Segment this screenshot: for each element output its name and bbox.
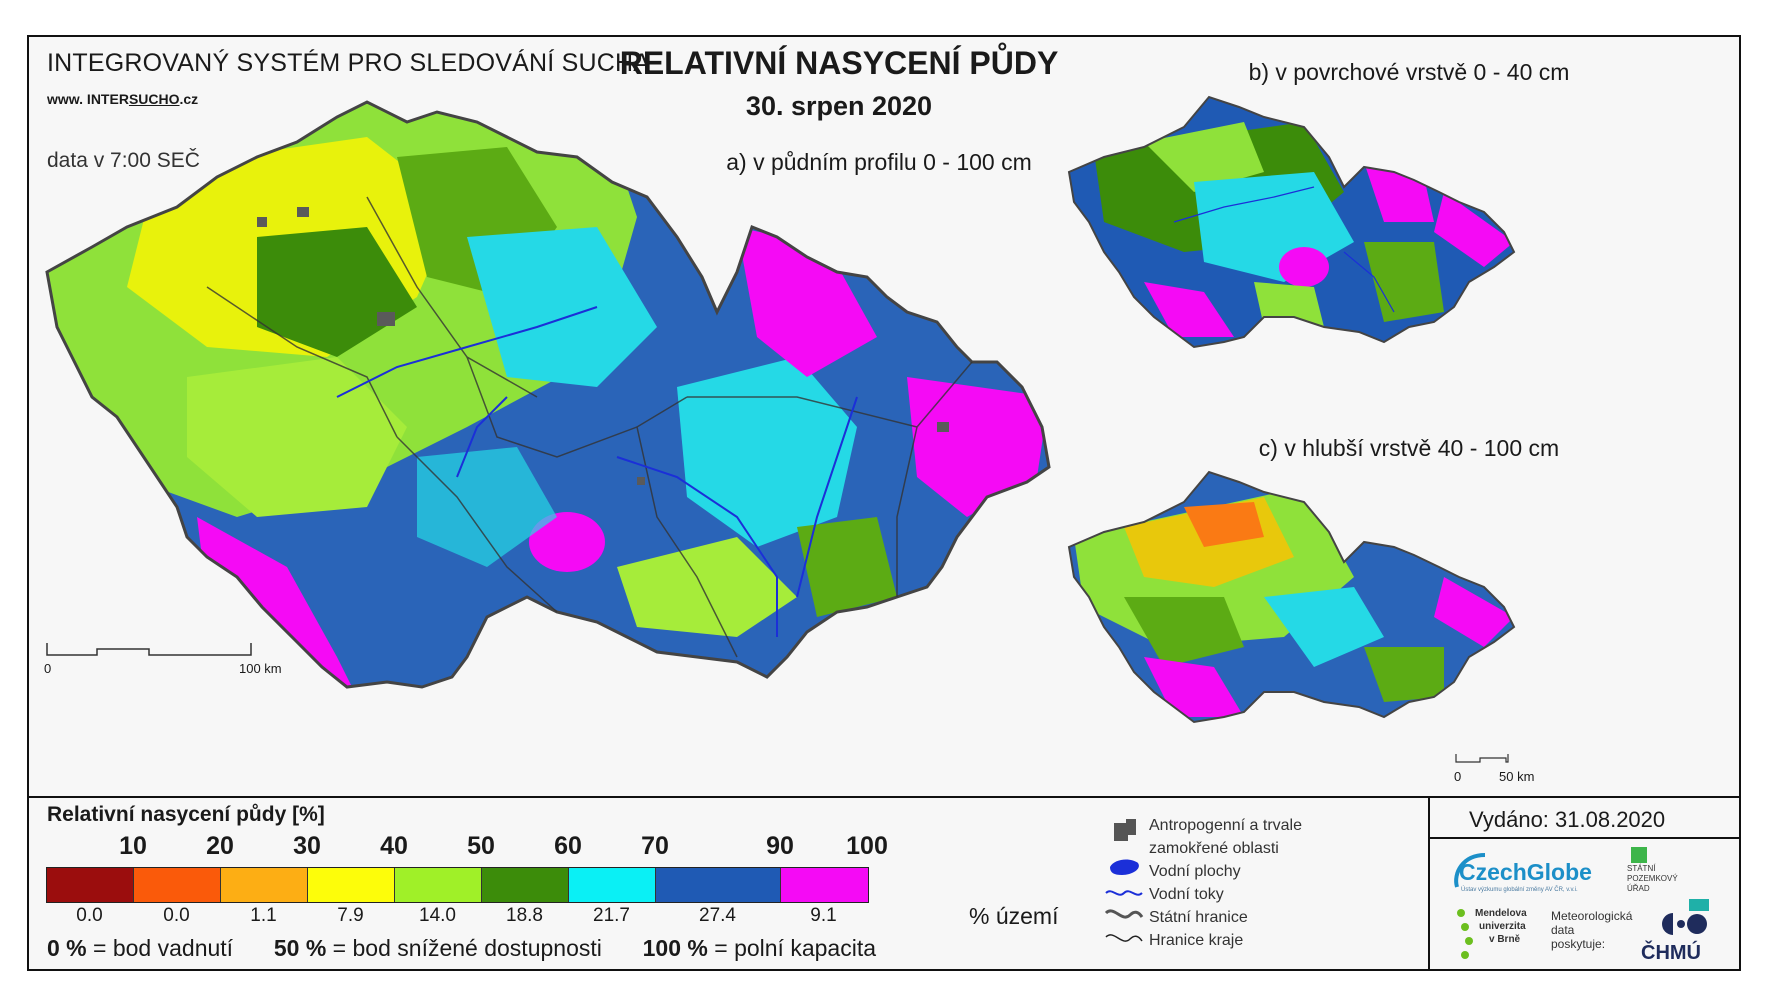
- map-c: [1067, 470, 1516, 724]
- state-border-icon: [1104, 909, 1144, 919]
- def-100-value: 100 %: [642, 935, 708, 961]
- met-line2: data: [1551, 923, 1575, 937]
- spu-line1: STÁTNÍ: [1627, 864, 1656, 873]
- legend-class-percent: 7.9: [337, 905, 364, 926]
- issued-divider: [1428, 837, 1739, 839]
- river-icon: [1105, 890, 1143, 896]
- small-scale-start: 0: [1454, 769, 1462, 784]
- spu-logo: STÁTNÍ POZEMKOVÝ ÚŘAD: [1627, 864, 1678, 894]
- legend-threshold-label: 70: [641, 832, 669, 860]
- map-frame: INTEGROVANÝ SYSTÉM PRO SLEDOVÁNÍ SUCHA w…: [27, 35, 1741, 971]
- spu-logo-icon: [1631, 847, 1647, 863]
- legend-anthropogenic-line2: zamokřené oblasti: [1149, 840, 1279, 857]
- legend-region-border: Hranice kraje: [1149, 932, 1244, 949]
- def-0-text: = bod vadnutí: [86, 935, 234, 961]
- spu-line3: ÚŘAD: [1627, 884, 1650, 893]
- website-underlined: SUCHO: [128, 91, 180, 107]
- legend-threshold-label: 90: [766, 832, 794, 860]
- legend-class-percent: 0.0: [76, 905, 103, 926]
- legend-class-swatch: [134, 868, 221, 902]
- main-scale-start: 0: [44, 661, 52, 676]
- map-c-label: c) v hlubší vrstvě 40 - 100 cm: [1258, 435, 1560, 461]
- page-title: RELATIVNÍ NASYCENÍ PŮDY: [619, 45, 1059, 81]
- spu-line2: POZEMKOVÝ: [1627, 874, 1678, 883]
- map-b-label: b) v povrchové vrstvě 0 - 40 cm: [1248, 59, 1570, 85]
- mendel-university-logo: Mendelova univerzita v Brně: [1475, 907, 1527, 946]
- website-prefix: www. INTER: [47, 91, 129, 107]
- legend-class-percent: 18.8: [506, 905, 543, 926]
- system-name: INTEGROVANÝ SYSTÉM PRO SLEDOVÁNÍ SUCHA: [47, 49, 651, 77]
- met-line3: poskytuje:: [1551, 937, 1606, 951]
- legend-class-percent: 9.1: [810, 905, 837, 926]
- issued-date: Vydáno: 31.08.2020: [1469, 807, 1666, 832]
- legend-class-swatch: [569, 868, 656, 902]
- data-time: data v 7:00 SEČ: [47, 149, 200, 172]
- chmu-symbol-icon: [1662, 913, 1707, 935]
- legend-class-swatch: [656, 868, 781, 902]
- mendel-line1: Mendelova: [1475, 908, 1527, 919]
- legend-color-bar: [46, 867, 869, 903]
- mendel-dots-icon: [1457, 909, 1473, 959]
- region-border-icon: [1105, 934, 1143, 942]
- legend-class-swatch: [482, 868, 569, 902]
- czechglobe-arc-icon: [1454, 853, 1486, 888]
- legend-class-percent: 0.0: [163, 905, 190, 926]
- legend-class-percent: 21.7: [593, 905, 630, 926]
- mendel-line3: v Brně: [1489, 934, 1521, 945]
- legend-state-border: Státní hranice: [1149, 909, 1248, 926]
- legend-threshold-label: 50: [467, 832, 495, 860]
- def-50-text: = bod snížené dostupnosti: [326, 935, 602, 961]
- legend-threshold-label: 100: [846, 832, 888, 860]
- main-map: [45, 100, 1051, 689]
- legend-class-swatch: [781, 868, 868, 902]
- website-link[interactable]: www. INTERSUCHO.cz: [47, 91, 198, 107]
- legend-class-percent: 1.1: [250, 905, 277, 926]
- def-100-text: = polní kapacita: [707, 935, 877, 961]
- legend-threshold-label: 60: [554, 832, 582, 860]
- footer-divider: [1428, 796, 1430, 971]
- feature-legend-symbols: [1104, 819, 1144, 942]
- page-date: 30. srpen 2020: [745, 91, 933, 121]
- legend-class-swatch: [47, 868, 134, 902]
- small-scale-bar: [1455, 754, 1509, 763]
- legend-threshold-label: 30: [293, 832, 321, 860]
- spu-accent-icon: [1689, 899, 1709, 911]
- water-body-icon: [1110, 859, 1139, 875]
- legend-anthropogenic-line1: Antropogenní a trvale: [1149, 817, 1302, 834]
- map-a-label: a) v půdním profilu 0 - 100 cm: [726, 149, 1032, 175]
- legend-class-percent: 14.0: [419, 905, 456, 926]
- met-data-provider: Meteorologická data poskytuje:: [1551, 909, 1632, 951]
- territory-unit: % území: [969, 903, 1059, 929]
- chmu-logo: ČHMÚ: [1641, 942, 1701, 964]
- map-b: [1067, 95, 1516, 349]
- met-line1: Meteorologická: [1551, 909, 1633, 923]
- main-scale-end: 100 km: [239, 661, 282, 676]
- legend-title: Relativní nasycení půdy [%]: [47, 803, 325, 826]
- legend-class-percent: 27.4: [699, 905, 736, 926]
- main-scale-bar: [46, 643, 252, 656]
- legend-threshold-label: 40: [380, 832, 408, 860]
- mendel-line2: univerzita: [1479, 921, 1526, 932]
- website-suffix: .cz: [179, 91, 199, 107]
- def-50-value: 50 %: [273, 935, 327, 961]
- czechglobe-subtitle: Ústav výzkumu globální změny AV ČR, v.v.…: [1461, 887, 1578, 893]
- legend-threshold-label: 10: [119, 832, 147, 860]
- legend-rivers: Vodní toky: [1149, 886, 1224, 903]
- legend-divider: [29, 796, 1739, 798]
- legend-water-bodies: Vodní plochy: [1149, 863, 1241, 880]
- legend-class-swatch: [395, 868, 482, 902]
- small-scale-end: 50 km: [1499, 769, 1535, 784]
- czechglobe-logo: CzechGlobe: [1459, 859, 1592, 885]
- legend-class-swatch: [308, 868, 395, 902]
- anthropogenic-area-icon: [1114, 819, 1136, 841]
- legend-class-swatch: [221, 868, 308, 902]
- legend-threshold-label: 20: [206, 832, 234, 860]
- legend-definitions: 0 % = bod vadnutí 50 % = bod snížené dos…: [47, 935, 876, 962]
- def-0-value: 0 %: [47, 935, 87, 961]
